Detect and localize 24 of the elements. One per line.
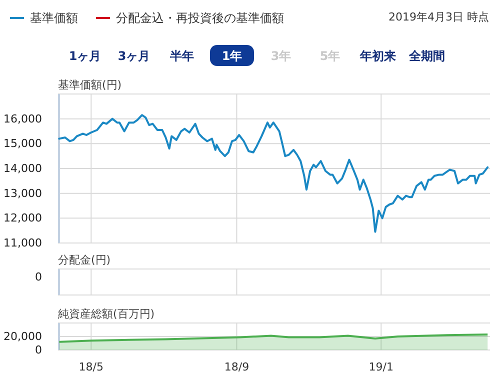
y-tick-label: 0: [35, 344, 42, 356]
legend-label: 分配金込・再投資後の基準価額: [116, 11, 284, 25]
y-tick-label: 12,000: [4, 212, 42, 225]
y-tick-label: 13,000: [4, 186, 42, 200]
text: 全期間: [408, 49, 445, 63]
x-tick-label: 19/1: [368, 360, 394, 374]
text: 半年: [169, 49, 194, 63]
text: 1ヶ月: [68, 49, 102, 63]
y-tick-label: 14,000: [4, 162, 42, 175]
y-axis-title: 純資産総額(百万円): [58, 308, 155, 320]
text: 3ヶ月: [118, 49, 150, 63]
y-tick-label: 20,000: [4, 330, 42, 343]
text: 年初来: [359, 49, 396, 63]
text: 1年: [222, 49, 242, 63]
line-series: [58, 114, 489, 233]
x-tick-label: 18/5: [78, 360, 104, 374]
y-tick-label: 15,000: [4, 137, 42, 150]
text: 分配金(円): [58, 254, 111, 266]
y-tick-label: 16,000: [4, 112, 42, 126]
y-tick-label: 11,000: [4, 236, 42, 250]
legend-label: 基準価額: [30, 11, 78, 25]
chart-subtitle: 2019年4月3日 時点: [388, 10, 489, 24]
y-axis-title: 基準価額(円): [58, 78, 122, 92]
x-tick-label: 18/9: [224, 360, 250, 374]
